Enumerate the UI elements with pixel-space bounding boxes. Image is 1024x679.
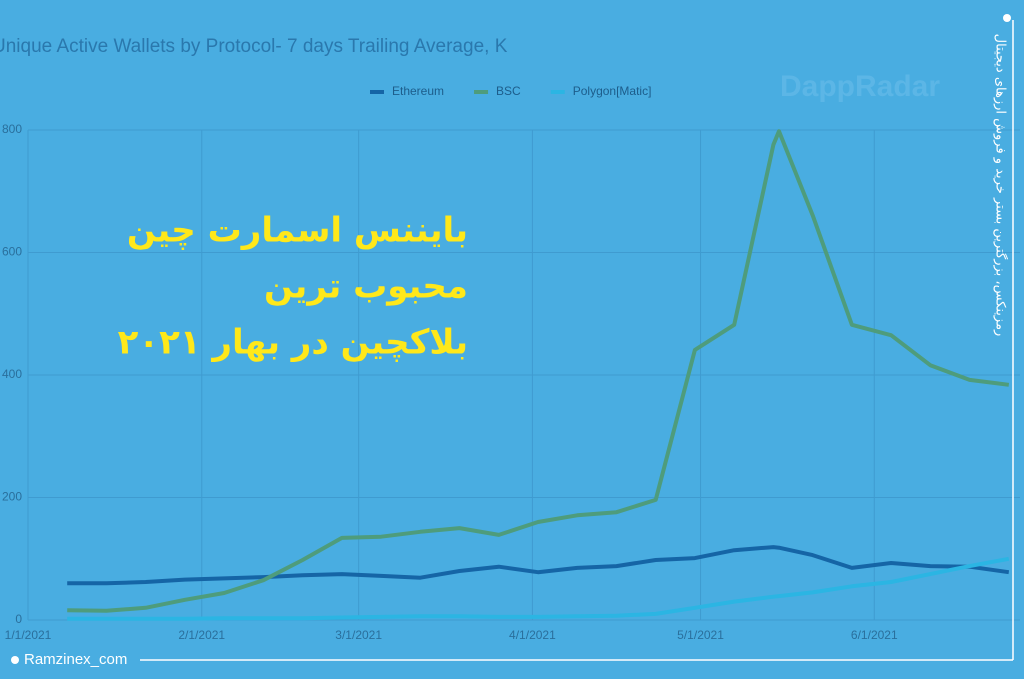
frame-dot bbox=[1003, 14, 1011, 22]
chart-title: Unique Active Wallets by Protocol- 7 day… bbox=[0, 36, 508, 57]
x-tick-label: 2/1/2021 bbox=[178, 628, 225, 642]
plot-area: 0 200 400 600 800 1/1/2021 2/1/2021 3/1/2021 4/1… bbox=[2, 122, 1020, 642]
legend: Ethereum BSC Polygon[Matic] bbox=[370, 84, 651, 98]
series-line bbox=[67, 556, 1010, 621]
side-text: رمزینکس، بزرگترین بستر خرید و فروش ارزها… bbox=[993, 34, 1009, 337]
footer: Ramzinex_com bbox=[24, 651, 127, 668]
x-tick-label: 6/1/2021 bbox=[851, 628, 898, 642]
legend-label: Polygon[Matic] bbox=[573, 84, 652, 98]
watermark: DappRadar bbox=[780, 70, 940, 103]
headline-line: بایننس اسمارت چین bbox=[127, 211, 468, 251]
headline-line: محبوب ترین bbox=[264, 267, 468, 307]
x-tick-label: 4/1/2021 bbox=[509, 628, 556, 642]
y-tick-label: 200 bbox=[2, 490, 22, 504]
y-tick-label: 400 bbox=[2, 367, 22, 381]
x-tick-label: 5/1/2021 bbox=[677, 628, 724, 642]
headline-line: بلاکچین در بهار ۲۰۲۱ bbox=[118, 323, 468, 363]
x-tick-label: 1/1/2021 bbox=[5, 628, 52, 642]
x-tick-label: 3/1/2021 bbox=[335, 628, 382, 642]
y-tick-label: 0 bbox=[15, 612, 22, 626]
y-tick-label: 600 bbox=[2, 245, 22, 259]
series-line bbox=[67, 129, 1010, 613]
frame-dot bbox=[11, 656, 19, 664]
y-tick-label: 800 bbox=[2, 122, 22, 136]
series-line bbox=[67, 545, 1010, 586]
legend-label: Ethereum bbox=[392, 84, 444, 98]
legend-label: BSC bbox=[496, 84, 521, 98]
